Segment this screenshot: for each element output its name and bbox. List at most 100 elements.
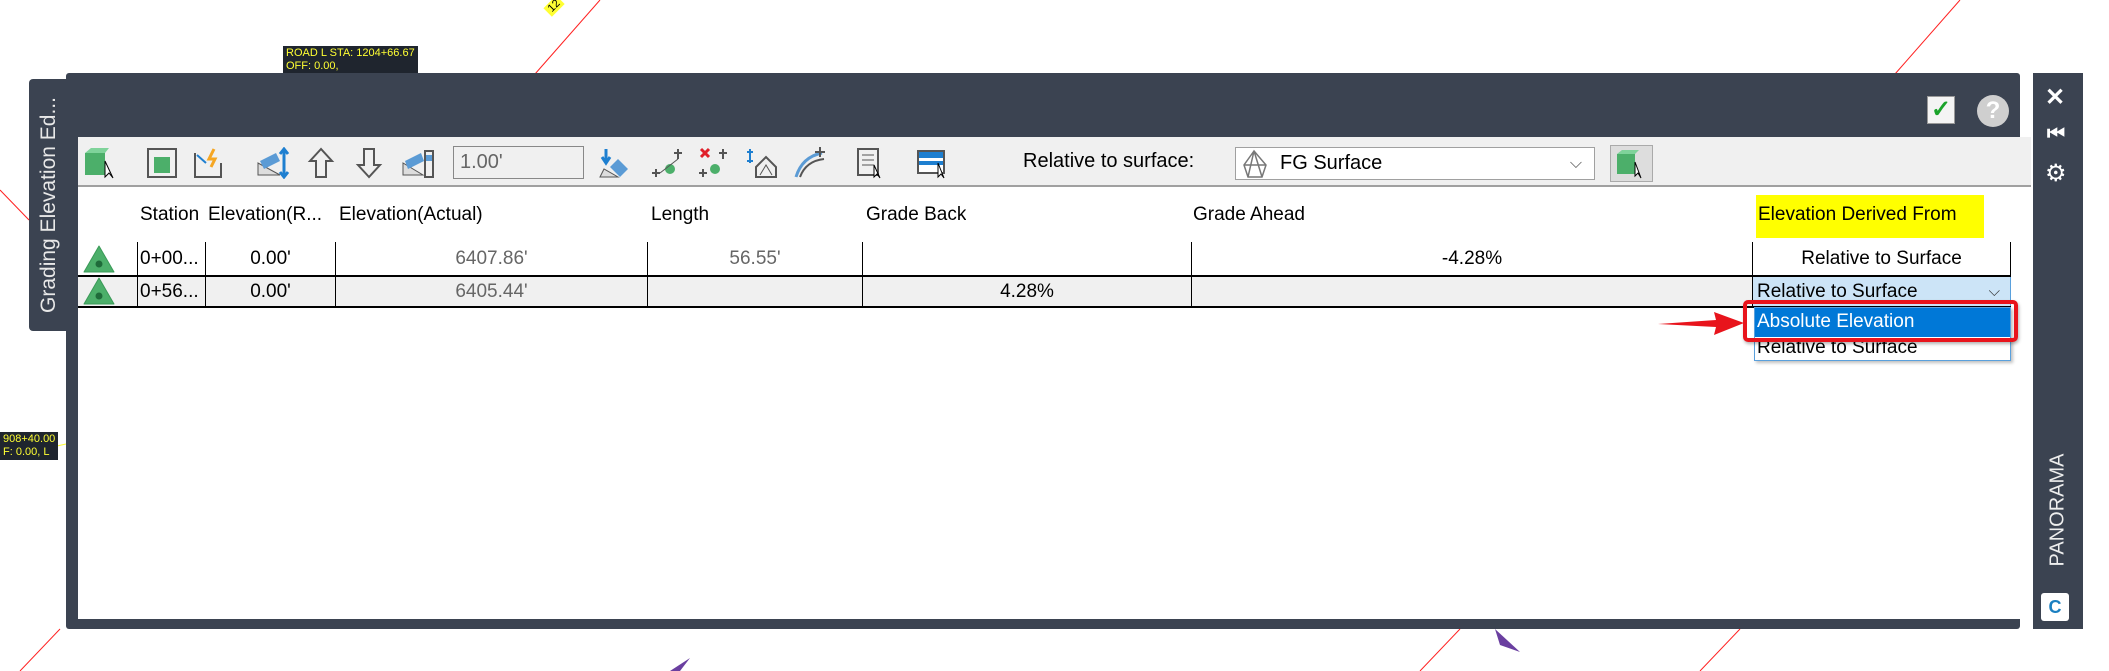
close-icon[interactable]: ✕ — [2045, 84, 2066, 111]
station-label-left: 908+40.00 F: 0.00, L — [0, 432, 59, 460]
column-divider — [2010, 242, 2011, 276]
insert-point-icon — [652, 149, 682, 177]
column-divider — [862, 242, 863, 307]
insert-pi-button[interactable] — [650, 146, 684, 180]
lower-button[interactable] — [352, 146, 386, 180]
derived-header-highlight — [1756, 195, 1984, 238]
label-line: OFF: 0.00, — [286, 60, 339, 72]
table-cursor-icon — [917, 150, 945, 179]
label-line: F: 0.00, L — [3, 446, 50, 458]
surface-value: FG Surface — [1280, 152, 1383, 174]
surface-icon — [1243, 149, 1267, 178]
cell-grade-ahead[interactable] — [1192, 276, 1752, 307]
column-divider — [137, 242, 138, 307]
column-divider — [647, 242, 648, 307]
arrow-down-icon — [355, 148, 383, 179]
pin-icon[interactable]: ⏮ — [2047, 123, 2065, 145]
dropdown-value: Relative to Surface — [1757, 280, 1918, 302]
cell-grade-back[interactable]: 4.28% — [1000, 280, 1054, 302]
select-rows-button[interactable] — [854, 146, 888, 180]
derived-from-dropdown[interactable]: Relative to Surface ⌵ — [1755, 276, 2010, 307]
insert-high-low-button[interactable] — [794, 146, 828, 180]
column-divider — [1191, 242, 1192, 307]
column-divider — [1752, 242, 1753, 307]
set-elevation-button[interactable] — [598, 146, 632, 180]
editor-content: 1.00' Relative to surface: FG Surface ⌵ … — [78, 137, 2031, 619]
pi-point-icon[interactable] — [82, 244, 116, 279]
quick-profile-icon — [194, 148, 222, 178]
column-header-length[interactable]: Length — [651, 204, 710, 225]
derived-from-options: Absolute Elevation Relative to Surface — [1754, 307, 2011, 361]
cell-elevation-actual: 6405.44' — [455, 280, 528, 302]
cell-elevation-relative[interactable]: 0.00' — [250, 248, 291, 269]
green-box-cursor-icon — [85, 148, 114, 179]
help-button[interactable]: ? — [1977, 95, 2009, 127]
help-icon: ? — [1985, 97, 2001, 124]
increment-field[interactable]: 1.00' — [453, 146, 584, 179]
column-header-elevation-relative[interactable]: Elevation(R... — [208, 204, 323, 225]
column-header-elevation-derived-from[interactable]: Elevation Derived From — [1758, 204, 1957, 225]
grid-select-icon — [857, 148, 881, 179]
gear-icon[interactable]: ⚙ — [2045, 160, 2067, 187]
surface-label: Relative to surface: — [1023, 150, 1195, 172]
window-box-icon — [147, 148, 177, 178]
column-divider — [205, 242, 206, 307]
zoom-to-button[interactable] — [145, 146, 179, 180]
column-header-elevation-actual[interactable]: Elevation(Actual) — [339, 204, 483, 225]
raise-button[interactable] — [304, 146, 338, 180]
delete-pi-button[interactable] — [697, 146, 731, 180]
cell-station[interactable]: 0+56... — [140, 280, 199, 302]
elevations-from-surface-icon — [747, 149, 777, 178]
checkmark-icon: ✓ — [1930, 96, 1952, 123]
cell-elevation-actual: 6407.86' — [455, 248, 528, 269]
civil3d-logo: C — [2041, 593, 2069, 621]
raise-lower-icon — [257, 147, 290, 179]
curve-icon — [794, 147, 825, 178]
column-header-station[interactable]: Station — [140, 204, 200, 225]
option-absolute-elevation[interactable]: Absolute Elevation — [1755, 308, 2010, 337]
station-label: ROAD L STA: 1204+66.67 OFF: 0.00, — [283, 46, 418, 74]
select-surface-button[interactable] — [1610, 145, 1653, 182]
cell-grade-back[interactable] — [863, 242, 1191, 276]
chevron-down-icon: ⌵ — [1569, 154, 1582, 172]
cell-station[interactable]: 0+00... — [140, 248, 199, 269]
delete-point-icon — [699, 147, 727, 177]
set-increment-button[interactable] — [401, 146, 435, 180]
pi-point-icon[interactable] — [82, 276, 116, 311]
grid-view-button[interactable] — [916, 146, 950, 180]
cell-elevation-relative[interactable]: 0.00' — [250, 280, 291, 302]
select-feature-line-button[interactable] — [82, 146, 116, 180]
elevations-from-surface-button[interactable] — [746, 146, 780, 180]
panorama-label: PANORAMA — [2046, 453, 2069, 567]
label-line: 908+40.00 — [3, 433, 56, 445]
panel-tab[interactable]: Grading Elevation Ed... — [29, 79, 69, 331]
set-elevation-icon — [599, 149, 628, 178]
column-header-grade-back[interactable]: Grade Back — [866, 204, 967, 225]
chevron-down-icon: ⌵ — [1988, 283, 2000, 300]
accept-button[interactable]: ✓ — [1927, 96, 1955, 124]
quick-profile-button[interactable] — [191, 146, 225, 180]
palette-side-bar: ✕ ⏮ ⚙ PANORAMA C — [2033, 73, 2083, 629]
row-2-background — [78, 276, 2011, 307]
raise-lower-button[interactable] — [256, 146, 290, 180]
label-line: ROAD L STA: 1204+66.67 — [286, 47, 415, 59]
annotation-arrow-icon — [1658, 312, 1744, 335]
option-relative-to-surface[interactable]: Relative to Surface — [1757, 337, 1918, 358]
cell-length — [648, 276, 862, 307]
column-divider — [335, 242, 336, 307]
cell-length: 56.55' — [729, 248, 781, 269]
cell-grade-ahead[interactable]: -4.28% — [1441, 248, 1503, 269]
cell-elevation-derived-from[interactable]: Relative to Surface — [1801, 248, 1962, 269]
elevation-grid: Station Elevation(R... Elevation(Actual)… — [78, 188, 2018, 618]
green-box-cursor-icon — [1617, 150, 1642, 179]
row-divider — [78, 306, 2011, 308]
set-increment-icon — [402, 150, 434, 178]
panel-tab-label: Grading Elevation Ed... — [37, 97, 60, 313]
arrow-up-icon — [307, 147, 335, 178]
toolbar: 1.00' Relative to surface: FG Surface ⌵ — [78, 137, 2031, 187]
surface-dropdown[interactable]: FG Surface ⌵ — [1235, 147, 1595, 180]
column-header-grade-ahead[interactable]: Grade Ahead — [1193, 204, 1305, 225]
annotation-highlight-box — [1743, 300, 2018, 342]
row-divider — [78, 275, 2011, 277]
